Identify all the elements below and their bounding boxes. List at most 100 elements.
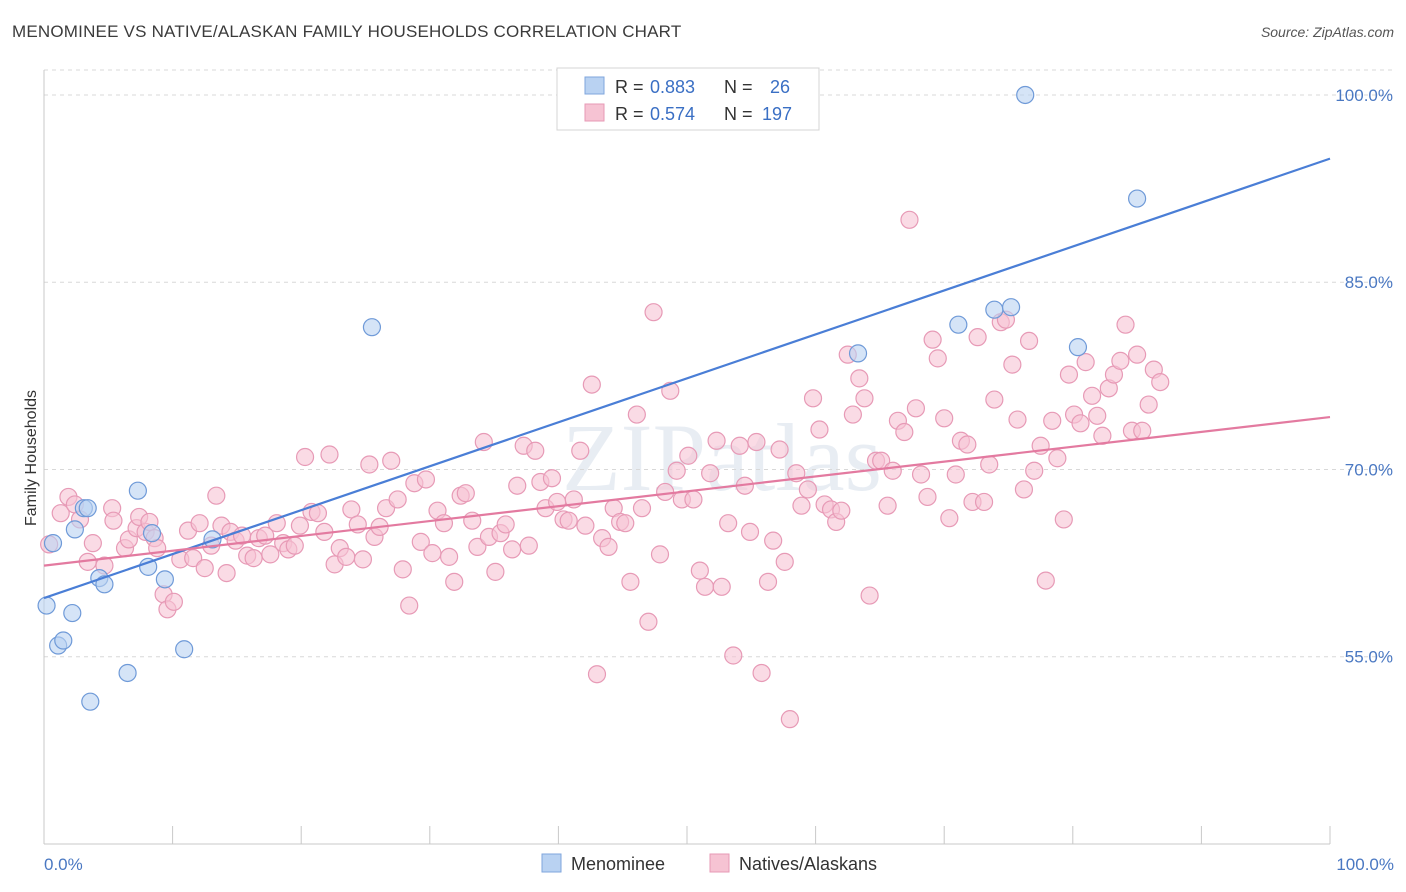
natives-point xyxy=(164,592,183,611)
legend-swatch-natives xyxy=(584,103,605,122)
legend-swatch-menominee xyxy=(584,76,605,95)
natives-point xyxy=(798,480,817,499)
natives-point xyxy=(576,516,595,535)
natives-point xyxy=(707,431,726,450)
menominee-point xyxy=(1001,298,1021,317)
natives-point xyxy=(360,455,379,474)
natives-trend-line xyxy=(43,415,1331,567)
legend-n-label-1: N = xyxy=(724,77,758,97)
natives-point xyxy=(83,534,102,553)
menominee-point xyxy=(985,300,1004,319)
natives-point xyxy=(261,545,280,564)
natives-point xyxy=(1036,571,1055,590)
natives-point xyxy=(1127,345,1147,364)
natives-point xyxy=(770,440,789,459)
natives-point xyxy=(656,482,675,502)
natives-point xyxy=(764,531,783,550)
natives-point xyxy=(290,516,310,535)
natives-point xyxy=(104,511,123,530)
natives-point xyxy=(758,572,778,591)
natives-point xyxy=(1043,411,1062,430)
natives-point xyxy=(639,612,658,631)
natives-point xyxy=(616,514,635,533)
natives-point xyxy=(730,436,749,455)
natives-point xyxy=(946,465,965,484)
bottom-legend-swatch-menominee xyxy=(541,853,562,873)
natives-point xyxy=(1082,386,1102,405)
natives-point xyxy=(400,596,419,615)
natives-point xyxy=(542,469,562,488)
natives-point xyxy=(935,409,954,428)
natives-point xyxy=(195,559,214,578)
natives-point xyxy=(599,537,618,556)
natives-point xyxy=(1151,372,1170,392)
menominee-point xyxy=(1127,189,1147,208)
natives-point xyxy=(382,451,401,470)
natives-point xyxy=(559,511,578,530)
legend-r-value-2: 0.574 xyxy=(650,104,695,124)
natives-point xyxy=(1111,351,1130,370)
menominee-point xyxy=(65,520,84,539)
natives-point xyxy=(526,441,545,460)
natives-point xyxy=(508,476,527,495)
natives-point xyxy=(416,470,436,489)
y-tick-labels: 55.0% 70.0% 85.0% 100.0% xyxy=(1335,86,1393,667)
natives-point xyxy=(878,496,897,515)
legend-r-label-2: R = xyxy=(615,104,649,124)
natives-point xyxy=(184,549,203,568)
natives-point xyxy=(985,390,1004,409)
natives-point xyxy=(217,563,236,583)
natives-point xyxy=(719,514,738,533)
natives-point xyxy=(1116,315,1135,334)
natives-point xyxy=(923,330,942,349)
legend-r-value-1: 0.883 xyxy=(650,77,695,97)
natives-point xyxy=(860,586,879,605)
natives-point xyxy=(679,446,698,465)
natives-point xyxy=(810,420,829,439)
natives-point xyxy=(1048,449,1067,468)
x-ticks xyxy=(172,826,1331,844)
source-label: Source: ZipAtlas.com xyxy=(1260,24,1394,40)
menominee-point xyxy=(78,499,97,518)
y-axis-label: Family Households xyxy=(23,390,40,526)
natives-point xyxy=(1025,461,1044,480)
natives-point xyxy=(740,522,760,542)
natives-point xyxy=(855,389,874,408)
y-tick-label: 100.0% xyxy=(1335,86,1393,105)
natives-point xyxy=(940,509,959,528)
natives-point xyxy=(496,515,515,534)
natives-point xyxy=(632,499,652,518)
grid xyxy=(44,69,1394,658)
natives-point xyxy=(684,490,703,509)
natives-point xyxy=(724,646,743,665)
natives-point xyxy=(342,500,361,519)
natives-point xyxy=(695,577,715,596)
natives-point xyxy=(644,303,663,322)
natives-point xyxy=(667,461,686,480)
natives-point xyxy=(1076,353,1095,372)
natives-point xyxy=(337,547,356,566)
natives-point xyxy=(285,536,304,555)
natives-point xyxy=(843,405,862,424)
natives-point xyxy=(468,537,487,556)
natives-point xyxy=(918,487,937,507)
menominee-trend-line xyxy=(43,157,1331,600)
x-tick-label-min: 0.0% xyxy=(44,855,83,874)
natives-point xyxy=(434,514,454,533)
x-tick-label-max: 100.0% xyxy=(1336,855,1394,874)
natives-point xyxy=(295,447,315,467)
natives-point xyxy=(393,560,412,579)
natives-point xyxy=(503,540,522,559)
natives-point xyxy=(974,492,994,512)
natives-point xyxy=(587,665,607,684)
natives-point xyxy=(320,445,339,464)
natives-point xyxy=(1071,414,1090,433)
natives-point xyxy=(571,441,590,460)
natives-point xyxy=(1059,365,1079,384)
natives-point xyxy=(775,552,794,571)
natives-point xyxy=(1014,480,1034,499)
natives-point xyxy=(1088,406,1107,425)
natives-point xyxy=(780,710,799,729)
watermark: ZIPatlas xyxy=(562,404,882,511)
